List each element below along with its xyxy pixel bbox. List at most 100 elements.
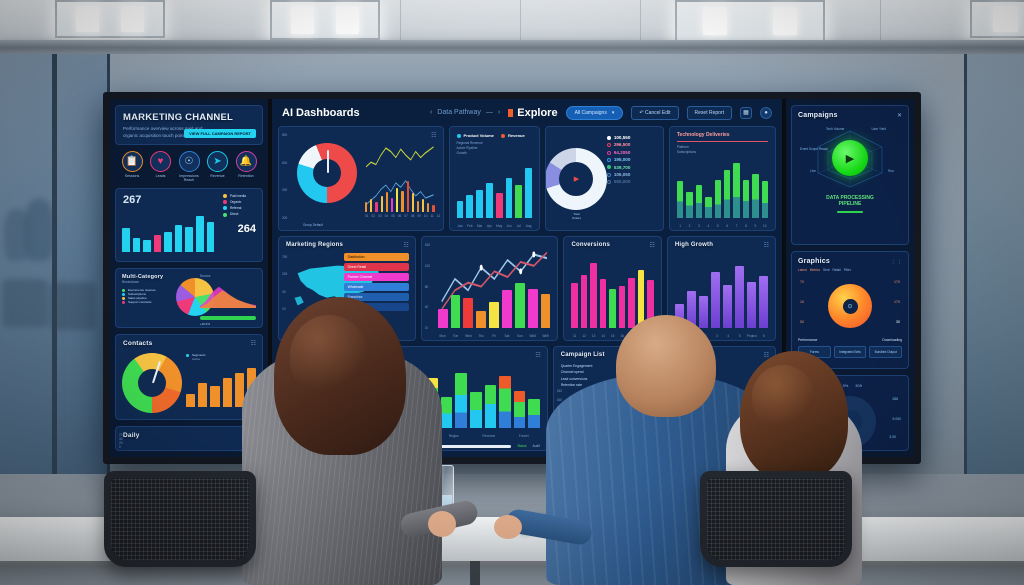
radial-core[interactable]: ⊙ xyxy=(828,284,872,328)
chart-line-bar-combo xyxy=(437,245,551,328)
radar-label: Tech Volume xyxy=(826,127,845,131)
radial-buttons[interactable]: Forms Integrated Sets Bundled Output xyxy=(798,346,903,359)
card-title: Campaign List xyxy=(560,352,605,358)
chart-center-gauge-donut xyxy=(297,143,357,203)
ceiling-light xyxy=(270,0,380,40)
radial-value: 50 xyxy=(800,320,804,324)
donut-label: 5.000 xyxy=(892,417,902,421)
radar-caption: DATA PROCESSING xyxy=(826,195,874,201)
dashboard-toolbar[interactable]: AI Dashboards ‹ Data Pathway — › Explore… xyxy=(272,99,782,126)
radial-button[interactable]: Bundled Output xyxy=(869,346,903,359)
nav-dash-icon: — xyxy=(485,109,493,116)
graphics-radial-card[interactable]: Graphics ⋮ ⋮ Latest Metrics Sent Retail … xyxy=(791,251,909,369)
line-bar-combo-card[interactable]: 160 120 80 40 10 xyxy=(420,236,559,341)
background-chair xyxy=(50,282,96,330)
cart-icon: 🔔 xyxy=(235,151,257,172)
full-report-button[interactable]: VIEW FULL CAMPAIGN REPORT xyxy=(184,129,256,138)
list-item: Quarter Engagement xyxy=(560,364,593,368)
tab[interactable]: Filter xyxy=(843,268,851,272)
card-menu-icon[interactable]: ☷ xyxy=(535,353,542,359)
kpi-retention[interactable]: 🔔 Retention xyxy=(233,151,259,182)
daily-card[interactable]: Daily 70 40 20 0 xyxy=(115,426,263,451)
card-menu-icon[interactable]: ☷ xyxy=(763,353,770,359)
channel-bar-card[interactable]: 267 264 Paid media Organic Referral Dire… xyxy=(115,188,263,262)
settings-icon: ⊙ xyxy=(842,298,858,314)
chair-mesh xyxy=(707,478,845,560)
page-title: MARKETING CHANNEL xyxy=(123,112,234,123)
technology-deliveries-card[interactable]: Technology Deliveries Platform Subscripti… xyxy=(668,126,776,231)
card-menu-icon[interactable]: ☷ xyxy=(763,243,770,249)
radial-value: 70 xyxy=(800,280,804,284)
radar-label: Run xyxy=(888,169,894,173)
close-icon[interactable]: ✕ xyxy=(896,113,902,119)
profile-icon[interactable]: ● xyxy=(760,106,772,119)
tab[interactable]: Retail xyxy=(832,268,841,272)
grid-row-2: Marketing Regions ☷ 750 245 40 10 Distribut… xyxy=(278,236,776,341)
cancel-edit-button[interactable]: ↶ Cancel Edit xyxy=(631,105,679,120)
list-item: Channel spend xyxy=(560,370,584,375)
conference-table-edge xyxy=(0,559,1024,567)
progress-bar[interactable] xyxy=(393,444,512,448)
kpi-label: Retention xyxy=(238,174,254,178)
radial-button[interactable]: Integrated Sets xyxy=(833,346,867,359)
channel-legend: Paid media Organic Referral Direct xyxy=(223,194,257,217)
grouped-revenue-card[interactable]: Product Volume Revenue Regional Revenue A… xyxy=(448,126,541,231)
nav-label: Data Pathway xyxy=(437,109,481,116)
nav-back-icon[interactable]: ‹ xyxy=(429,109,433,116)
kpi-revenue[interactable]: ➤ Revenue xyxy=(205,151,231,182)
multi-category-card[interactable]: Multi-Category Breakdown Ecommerce reven… xyxy=(115,268,263,328)
kpi-impressions[interactable]: ☉ Impressions Reach xyxy=(176,151,202,182)
card-menu-icon[interactable]: ☷ xyxy=(250,341,257,347)
radial-tabs[interactable]: Latest Metrics Sent Retail Filter xyxy=(798,268,902,272)
chair-backrest xyxy=(104,471,256,567)
person-left xyxy=(232,297,480,585)
chart-grouped-revenue xyxy=(456,161,533,218)
chair-left[interactable] xyxy=(104,471,256,585)
y-axis: 800 600 400 200 xyxy=(282,133,288,220)
radial-value: 170 xyxy=(894,280,900,284)
high-growth-card[interactable]: High Growth ☷ xyxy=(666,236,776,341)
play-icon: ▶ xyxy=(559,161,594,196)
tab[interactable]: Metrics xyxy=(809,268,820,272)
campaign-select[interactable]: All Campaigns ▾ xyxy=(565,105,624,120)
layout-icon[interactable]: ▦ xyxy=(740,106,752,119)
dashboard-grid: ☷ 800 600 400 200 Group Default xyxy=(272,126,782,457)
chart-source-spark xyxy=(199,286,256,308)
card-menu-icon[interactable]: ⋮ ⋮ xyxy=(890,258,902,265)
card-title: Graphics xyxy=(798,258,830,265)
x-axis: 1 2 3 4 5 6 7 8 9 10 xyxy=(679,224,767,228)
grid-row-1: ☷ 800 600 400 200 Group Default xyxy=(278,126,776,231)
undo-icon: ↶ xyxy=(639,109,644,116)
kpi-sessions[interactable]: 📋 Sessions xyxy=(119,151,145,182)
card-menu-icon[interactable]: ☷ xyxy=(431,133,438,139)
radial-footer-right: Downloading xyxy=(882,338,902,342)
card-title: High Growth xyxy=(674,242,714,248)
heart-icon: ♥ xyxy=(150,151,171,172)
reset-report-button[interactable]: Reset Report xyxy=(686,105,732,120)
kpi-leads[interactable]: ♥ Leads xyxy=(148,151,174,182)
table-leg xyxy=(470,561,480,585)
kpi-label: Leads xyxy=(155,174,166,178)
donut-breakdown-card[interactable]: ▶ Total Orders 100,550 296,500 64,2050 19… xyxy=(545,126,664,231)
radial-value: 30 xyxy=(896,320,900,324)
tab[interactable]: Sent xyxy=(822,268,830,272)
radial-footer-left: Performance xyxy=(798,338,818,342)
chair-right[interactable] xyxy=(700,471,852,585)
left-dashboard-panel[interactable]: MARKETING CHANNEL Performance overview a… xyxy=(110,99,268,457)
chair-backrest xyxy=(700,471,852,567)
radar-center-node[interactable]: ▶ xyxy=(832,140,868,176)
card-menu-icon[interactable]: ☷ xyxy=(649,243,656,249)
card-menu-icon[interactable]: ☷ xyxy=(403,243,410,249)
nav-forward-icon[interactable]: › xyxy=(497,109,501,116)
head xyxy=(616,315,716,417)
contacts-card[interactable]: Contacts ☷ Segments Active xyxy=(115,334,263,420)
hair-highlight xyxy=(752,365,814,427)
campaigns-radar-card[interactable]: Campaigns ✕ Tech Volume User Yield Event… xyxy=(791,105,909,245)
campaign-items[interactable]: Quarter Engagement Channel spend Lead co… xyxy=(561,363,593,389)
card-title: Contacts xyxy=(123,340,153,347)
chart-technology-deliveries xyxy=(676,157,768,218)
breadcrumb[interactable]: ‹ Data Pathway — › xyxy=(430,109,500,116)
tab[interactable]: Latest xyxy=(798,268,807,272)
gauge-trend-card[interactable]: ☷ 800 600 400 200 Group Default xyxy=(278,126,444,231)
ceiling-light xyxy=(675,0,825,42)
